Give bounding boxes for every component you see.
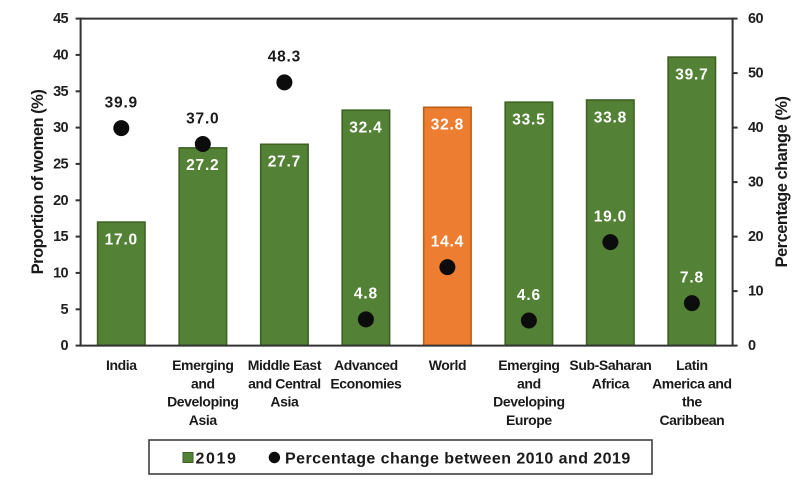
svg-text:Caribbean: Caribbean bbox=[659, 412, 724, 428]
svg-text:Proportion of women (%): Proportion of women (%) bbox=[29, 90, 47, 275]
svg-text:40: 40 bbox=[53, 47, 68, 63]
svg-text:30: 30 bbox=[748, 175, 763, 191]
svg-text:37.0: 37.0 bbox=[186, 110, 219, 127]
svg-text:5: 5 bbox=[61, 302, 69, 318]
svg-text:Asia: Asia bbox=[189, 412, 218, 428]
svg-text:America and: America and bbox=[652, 375, 732, 391]
svg-text:Percentage change between 2010: Percentage change between 2010 and 2019 bbox=[285, 451, 631, 468]
svg-text:39.9: 39.9 bbox=[105, 94, 138, 111]
svg-text:and Central: and Central bbox=[248, 375, 321, 391]
svg-text:Emerging: Emerging bbox=[172, 357, 233, 373]
svg-text:Africa: Africa bbox=[592, 375, 630, 391]
svg-text:4.8: 4.8 bbox=[354, 286, 378, 303]
svg-text:Europe: Europe bbox=[506, 412, 552, 428]
svg-text:Latin: Latin bbox=[676, 357, 707, 373]
svg-text:4.6: 4.6 bbox=[517, 287, 541, 304]
svg-text:Sub-Saharan: Sub-Saharan bbox=[569, 357, 651, 373]
svg-text:Asia: Asia bbox=[270, 394, 299, 410]
svg-text:Developing: Developing bbox=[493, 394, 564, 410]
svg-text:and: and bbox=[191, 375, 215, 391]
svg-text:15: 15 bbox=[53, 229, 68, 245]
svg-text:10: 10 bbox=[53, 265, 68, 281]
svg-text:17.0: 17.0 bbox=[105, 231, 138, 248]
svg-text:27.7: 27.7 bbox=[268, 154, 301, 171]
svg-text:35: 35 bbox=[53, 84, 68, 100]
svg-text:World: World bbox=[429, 357, 466, 373]
svg-text:40: 40 bbox=[748, 120, 763, 136]
svg-text:30: 30 bbox=[53, 120, 68, 136]
svg-text:33.5: 33.5 bbox=[512, 112, 545, 129]
svg-text:the: the bbox=[682, 394, 702, 410]
svg-text:Developing: Developing bbox=[167, 394, 238, 410]
svg-text:50: 50 bbox=[748, 66, 763, 82]
svg-text:7.8: 7.8 bbox=[680, 269, 704, 286]
svg-text:25: 25 bbox=[53, 156, 68, 172]
svg-text:32.8: 32.8 bbox=[431, 117, 464, 134]
svg-text:32.4: 32.4 bbox=[349, 120, 382, 137]
svg-text:Middle East: Middle East bbox=[248, 357, 322, 373]
svg-text:27.2: 27.2 bbox=[186, 157, 219, 174]
svg-text:and: and bbox=[517, 375, 541, 391]
svg-text:33.8: 33.8 bbox=[594, 109, 627, 126]
svg-text:19.0: 19.0 bbox=[594, 208, 627, 225]
svg-text:Emerging: Emerging bbox=[498, 357, 559, 373]
svg-text:10: 10 bbox=[748, 284, 763, 300]
svg-text:20: 20 bbox=[53, 193, 68, 209]
svg-text:45: 45 bbox=[53, 11, 68, 27]
svg-text:60: 60 bbox=[748, 11, 763, 27]
svg-text:2019: 2019 bbox=[196, 451, 238, 468]
svg-text:48.3: 48.3 bbox=[268, 49, 301, 66]
svg-text:Advanced: Advanced bbox=[334, 357, 398, 373]
svg-text:0: 0 bbox=[748, 338, 756, 354]
svg-text:Percentage change (%): Percentage change (%) bbox=[773, 96, 791, 267]
svg-text:14.4: 14.4 bbox=[431, 233, 464, 250]
svg-text:39.7: 39.7 bbox=[675, 66, 708, 83]
svg-text:20: 20 bbox=[748, 229, 763, 245]
svg-text:Economies: Economies bbox=[330, 375, 402, 391]
svg-text:India: India bbox=[106, 357, 137, 373]
svg-text:0: 0 bbox=[61, 338, 69, 354]
